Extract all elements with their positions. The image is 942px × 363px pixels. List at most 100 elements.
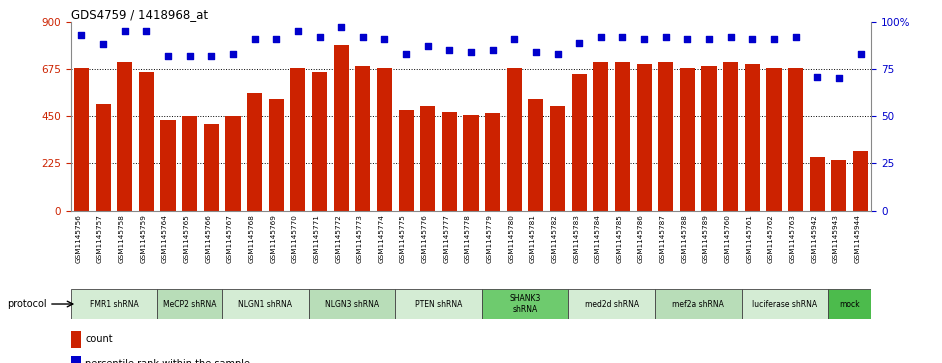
Text: GSM1145766: GSM1145766 [205, 214, 211, 263]
Point [572, 40, 587, 45]
Bar [615, 62, 630, 211]
Bar [138, 72, 154, 211]
Point [615, 34, 630, 40]
Text: GSM1145756: GSM1145756 [75, 214, 81, 263]
Point [550, 51, 565, 57]
Point [203, 53, 219, 59]
Bar [160, 121, 175, 211]
Bar [481, 289, 568, 319]
Text: GSM1145779: GSM1145779 [487, 214, 493, 263]
Bar [828, 289, 871, 319]
Text: GDS4759 / 1418968_at: GDS4759 / 1418968_at [71, 8, 208, 21]
Bar [290, 68, 305, 211]
Point [138, 28, 154, 34]
Text: GSM1145763: GSM1145763 [789, 214, 796, 263]
Bar [788, 68, 804, 211]
Text: GSM1145785: GSM1145785 [616, 214, 623, 263]
Text: mock: mock [839, 299, 860, 309]
Bar [247, 93, 262, 211]
Point [507, 36, 522, 42]
Bar [396, 289, 481, 319]
Point [420, 44, 435, 49]
Text: GSM1145781: GSM1145781 [530, 214, 536, 263]
Bar [117, 62, 132, 211]
Bar [182, 116, 197, 211]
Point [160, 53, 175, 59]
Point [528, 49, 544, 55]
Text: SHANK3
shRNA: SHANK3 shRNA [510, 294, 541, 314]
Text: GSM1145944: GSM1145944 [854, 214, 861, 263]
Point [853, 51, 869, 57]
Text: GSM1145777: GSM1145777 [444, 214, 449, 263]
Text: GSM1145772: GSM1145772 [335, 214, 341, 263]
Bar [95, 103, 110, 211]
Bar [658, 62, 674, 211]
Text: GSM1145757: GSM1145757 [97, 214, 103, 263]
Text: GSM1145776: GSM1145776 [422, 214, 428, 263]
Point [593, 34, 609, 40]
Point [398, 51, 414, 57]
Bar [71, 356, 81, 363]
Bar [767, 68, 782, 211]
Point [702, 36, 717, 42]
Point [355, 34, 370, 40]
Point [832, 76, 847, 81]
Text: GSM1145775: GSM1145775 [400, 214, 406, 263]
Text: GSM1145770: GSM1145770 [292, 214, 298, 263]
Point [73, 32, 89, 38]
Text: GSM1145773: GSM1145773 [357, 214, 363, 263]
Bar [222, 289, 309, 319]
Bar [550, 106, 565, 211]
Point [312, 34, 327, 40]
Bar [355, 66, 370, 211]
Text: GSM1145774: GSM1145774 [379, 214, 384, 263]
Point [485, 47, 500, 53]
Point [658, 34, 674, 40]
Bar [507, 68, 522, 211]
Bar [810, 157, 825, 211]
Bar [593, 62, 609, 211]
Point [767, 36, 782, 42]
Text: GSM1145786: GSM1145786 [638, 214, 644, 263]
Bar [741, 289, 828, 319]
Bar [157, 289, 222, 319]
Bar [225, 116, 240, 211]
Text: percentile rank within the sample: percentile rank within the sample [85, 359, 250, 363]
Text: GSM1145782: GSM1145782 [552, 214, 558, 263]
Bar [637, 64, 652, 211]
Text: GSM1145787: GSM1145787 [659, 214, 666, 263]
Text: GSM1145778: GSM1145778 [465, 214, 471, 263]
Point [377, 36, 392, 42]
Text: GSM1145769: GSM1145769 [270, 214, 276, 263]
Point [95, 41, 110, 47]
Bar [442, 112, 457, 211]
Point [225, 51, 240, 57]
Bar [853, 151, 869, 211]
Bar [528, 99, 544, 211]
Bar [333, 45, 349, 211]
Bar [485, 113, 500, 211]
Bar [745, 64, 760, 211]
Text: GSM1145771: GSM1145771 [314, 214, 319, 263]
Bar [268, 99, 284, 211]
Text: GSM1145759: GSM1145759 [140, 214, 146, 263]
Text: luciferase shRNA: luciferase shRNA [753, 299, 818, 309]
Text: NLGN3 shRNA: NLGN3 shRNA [325, 299, 379, 309]
Text: PTEN shRNA: PTEN shRNA [414, 299, 463, 309]
Point [290, 28, 305, 34]
Text: GSM1145784: GSM1145784 [594, 214, 601, 263]
Bar [831, 160, 847, 211]
Text: GSM1145768: GSM1145768 [249, 214, 254, 263]
Bar [702, 66, 717, 211]
Text: GSM1145942: GSM1145942 [811, 214, 818, 263]
Point [247, 36, 262, 42]
Text: protocol: protocol [8, 299, 47, 309]
Text: med2d shRNA: med2d shRNA [585, 299, 639, 309]
Bar [572, 74, 587, 211]
Point [637, 36, 652, 42]
Text: MeCP2 shRNA: MeCP2 shRNA [163, 299, 217, 309]
Point [333, 25, 349, 30]
Bar [71, 289, 157, 319]
Bar [398, 110, 414, 211]
Text: GSM1145764: GSM1145764 [162, 214, 168, 263]
